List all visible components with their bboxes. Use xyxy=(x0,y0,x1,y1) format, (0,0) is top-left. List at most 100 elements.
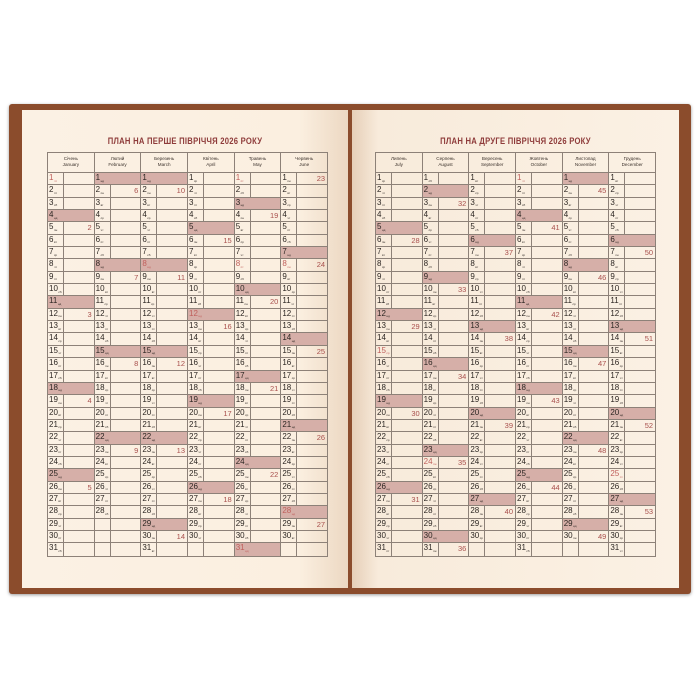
day-cell[interactable]: 10 чт xyxy=(468,284,515,296)
day-cell[interactable]: 9 пн 7 xyxy=(93,271,141,284)
day-cell[interactable]: 3 сб xyxy=(515,197,562,210)
day-cell[interactable]: 16 пн 12 xyxy=(140,358,187,370)
day-cell[interactable]: 14 вт xyxy=(376,333,422,345)
day-cell[interactable]: 11 нд xyxy=(515,296,562,308)
day-cell[interactable]: 7 ср xyxy=(515,247,562,259)
day-cell[interactable]: 21 вт xyxy=(376,419,422,432)
day-cell[interactable]: 5 чт xyxy=(93,222,141,234)
day-cell[interactable]: 5 ср xyxy=(421,222,469,234)
day-cell[interactable]: 29 сб xyxy=(421,518,469,530)
day-cell[interactable]: 12 чт xyxy=(561,308,609,321)
day-cell[interactable]: 13 чт xyxy=(421,321,469,333)
day-cell[interactable]: 16 нд xyxy=(421,358,469,370)
day-cell[interactable]: 27 пт xyxy=(140,493,187,506)
day-cell[interactable]: 21 сб xyxy=(140,419,187,432)
day-cell[interactable]: 28 пн 40 xyxy=(468,506,515,518)
day-cell[interactable]: 6 чт xyxy=(421,234,469,247)
day-cell[interactable]: 7 пт xyxy=(421,247,469,259)
day-cell[interactable]: 24 ср xyxy=(280,456,327,469)
day-cell[interactable]: 4 сб xyxy=(376,210,422,222)
day-cell[interactable]: 4 ср xyxy=(561,210,609,222)
day-cell[interactable]: 7 сб xyxy=(561,247,609,259)
day-cell[interactable]: 13 пн 29 xyxy=(376,321,422,333)
day-cell[interactable]: 15 вт xyxy=(608,345,655,358)
day-cell[interactable]: 2 пт xyxy=(48,185,94,197)
day-cell[interactable]: 14 пн 38 xyxy=(468,333,515,345)
day-cell[interactable]: 2 пт xyxy=(515,185,562,197)
day-cell[interactable]: 30 нд xyxy=(421,530,469,543)
day-cell[interactable]: 3 чт xyxy=(608,197,655,210)
day-cell[interactable]: 20 ср xyxy=(233,407,281,419)
day-cell[interactable]: 18 пн 21 xyxy=(233,382,281,395)
day-cell[interactable]: 8 чт xyxy=(515,259,562,271)
day-cell[interactable]: 19 пн 43 xyxy=(515,395,562,407)
day-cell[interactable]: 9 ср xyxy=(468,271,515,284)
day-cell[interactable]: 10 вт xyxy=(561,284,609,296)
day-cell[interactable]: 20 сб xyxy=(280,407,327,419)
day-cell[interactable]: 31 пн 36 xyxy=(421,543,469,556)
day-cell[interactable]: 27 ср xyxy=(233,493,281,506)
day-cell[interactable]: 27 пн 31 xyxy=(376,493,422,506)
day-cell[interactable]: 10 пт xyxy=(376,284,422,296)
day-cell[interactable]: 29 ср xyxy=(187,518,234,530)
day-cell[interactable]: 11 ср xyxy=(140,296,187,308)
day-cell[interactable]: 12 чт xyxy=(140,308,187,321)
day-cell[interactable]: 30 чт xyxy=(187,530,234,543)
day-cell[interactable]: 17 чт xyxy=(608,370,655,382)
day-cell[interactable]: 17 сб xyxy=(48,370,94,382)
day-cell[interactable]: 1 нд xyxy=(140,173,188,185)
day-cell[interactable] xyxy=(93,518,141,530)
day-cell[interactable]: 16 сб xyxy=(233,358,281,370)
day-cell[interactable]: 24 чт xyxy=(608,456,655,469)
day-cell[interactable]: 13 пн 16 xyxy=(187,321,234,333)
day-cell[interactable]: 3 сб xyxy=(48,197,94,210)
day-cell[interactable]: 22 чт xyxy=(515,432,562,444)
day-cell[interactable]: 20 чт xyxy=(421,407,469,419)
day-cell[interactable]: 16 пн 8 xyxy=(93,358,141,370)
day-cell[interactable]: 30 сб xyxy=(233,530,281,543)
day-cell[interactable]: 12 нд xyxy=(376,308,422,321)
day-cell[interactable]: 7 чт xyxy=(233,247,281,259)
day-cell[interactable]: 21 пн 39 xyxy=(468,419,515,432)
day-cell[interactable]: 11 пт xyxy=(468,296,515,308)
day-cell[interactable]: 23 чт xyxy=(187,444,234,456)
day-cell[interactable]: 17 вт xyxy=(93,370,141,382)
day-cell[interactable] xyxy=(280,543,327,556)
day-cell[interactable]: 22 сб xyxy=(421,432,469,444)
day-cell[interactable]: 26 нд xyxy=(376,481,422,493)
day-cell[interactable]: 19 сб xyxy=(608,395,655,407)
day-cell[interactable]: 29 вт xyxy=(608,518,655,530)
day-cell[interactable]: 18 ср xyxy=(140,382,187,395)
day-cell[interactable]: 4 пт xyxy=(468,210,515,222)
day-cell[interactable]: 2 пн 10 xyxy=(140,185,187,197)
day-cell[interactable]: 2 ср xyxy=(468,185,515,197)
day-cell[interactable]: 15 сб xyxy=(421,345,469,358)
day-cell[interactable]: 17 чт xyxy=(468,370,515,382)
day-cell[interactable]: 9 чт xyxy=(187,271,234,284)
day-cell[interactable]: 1 ср xyxy=(376,173,422,185)
day-cell[interactable]: 14 сб xyxy=(93,333,141,345)
day-cell[interactable]: 7 сб xyxy=(140,247,187,259)
day-cell[interactable]: 9 ср xyxy=(608,271,655,284)
day-cell[interactable]: 20 пт xyxy=(93,407,141,419)
day-cell[interactable]: 25 ср xyxy=(93,469,141,481)
day-cell[interactable]: 28 пн 53 xyxy=(608,506,655,518)
day-cell[interactable]: 19 чт xyxy=(93,395,141,407)
day-cell[interactable]: 19 чт xyxy=(561,395,609,407)
day-cell[interactable]: 4 пт xyxy=(608,210,655,222)
day-cell[interactable]: 4 нд xyxy=(48,210,94,222)
day-cell[interactable]: 31 пт xyxy=(376,543,422,556)
day-cell[interactable]: 2 пн 6 xyxy=(93,185,141,197)
day-cell[interactable] xyxy=(561,543,609,556)
day-cell[interactable]: 22 вт xyxy=(608,432,655,444)
day-cell[interactable]: 17 пт xyxy=(187,370,234,382)
day-cell[interactable]: 14 сб xyxy=(140,333,187,345)
day-cell[interactable]: 30 вт xyxy=(280,530,327,543)
day-cell[interactable]: 12 нд xyxy=(187,308,234,321)
day-cell[interactable]: 4 ср xyxy=(93,210,141,222)
day-cell[interactable]: 18 сб xyxy=(376,382,422,395)
day-cell[interactable]: 8 чт xyxy=(48,259,94,271)
day-cell[interactable]: 22 нд xyxy=(93,432,141,444)
day-cell[interactable]: 23 нд xyxy=(421,444,469,456)
day-cell[interactable]: 10 пт xyxy=(187,284,234,296)
